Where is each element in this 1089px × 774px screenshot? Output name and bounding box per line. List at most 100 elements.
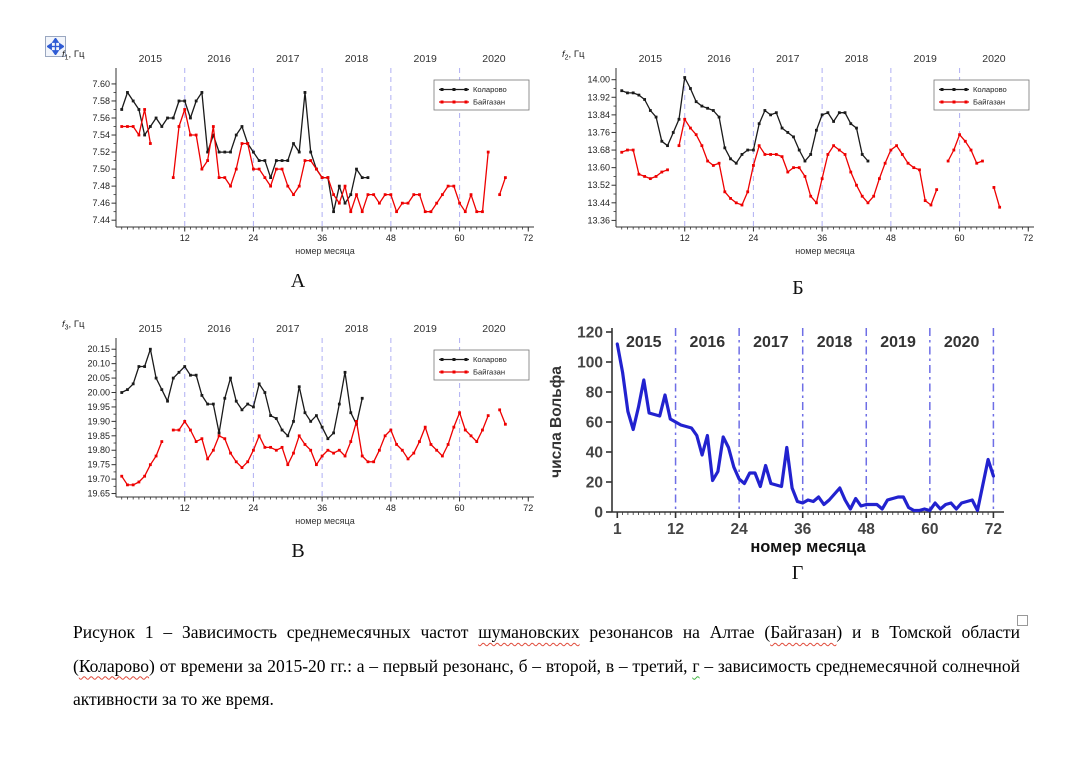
chart-g-solar-activity[interactable]: 0 20 40 60 80 100 120 1 12 24 36 48 60 72 2015 2016 2017…	[545, 318, 1050, 573]
svg-text:2015: 2015	[139, 323, 163, 335]
panel-label-g: Г	[791, 562, 804, 584]
svg-text:12: 12	[680, 233, 690, 243]
svg-text:72: 72	[1023, 233, 1033, 243]
svg-text:7.50: 7.50	[92, 164, 110, 174]
svg-text:72: 72	[523, 233, 533, 243]
svg-text:2020: 2020	[982, 53, 1006, 65]
svg-text:2018: 2018	[845, 53, 869, 65]
svg-text:24: 24	[748, 233, 758, 243]
svg-text:2020: 2020	[944, 334, 980, 351]
svg-text:19.80: 19.80	[87, 445, 110, 455]
svg-text:2016: 2016	[690, 334, 726, 351]
svg-text:19.75: 19.75	[87, 460, 110, 470]
svg-text:2016: 2016	[207, 323, 231, 335]
svg-text:48: 48	[386, 503, 396, 513]
svg-text:номер месяца: номер месяца	[295, 516, 354, 526]
svg-text:2015: 2015	[139, 53, 163, 65]
svg-text:2016: 2016	[207, 53, 231, 65]
svg-text:номер месяца: номер месяца	[295, 246, 354, 256]
svg-text:2018: 2018	[345, 323, 369, 335]
svg-text:Байгазан: Байгазан	[973, 98, 1005, 107]
chart-b-second-resonance[interactable]: 13.36 13.44 13.52 13.60 13.68 13.76 13.84 13.92…	[552, 42, 1044, 269]
anchor-marker	[1017, 615, 1028, 626]
svg-text:f2, Гц: f2, Гц	[562, 49, 585, 61]
panel-label-b: Б	[792, 277, 804, 299]
svg-text:Байгазан: Байгазан	[473, 98, 505, 107]
svg-text:20.05: 20.05	[87, 373, 110, 383]
svg-text:f1, Гц: f1, Гц	[62, 49, 85, 61]
svg-text:80: 80	[586, 385, 603, 402]
svg-text:48: 48	[886, 233, 896, 243]
svg-text:24: 24	[731, 521, 749, 538]
svg-text:24: 24	[248, 233, 258, 243]
svg-text:13.68: 13.68	[587, 145, 610, 155]
svg-text:40: 40	[586, 445, 603, 462]
svg-text:20.15: 20.15	[87, 344, 110, 354]
svg-text:2019: 2019	[414, 53, 438, 65]
svg-text:Коларово: Коларово	[973, 85, 1007, 94]
svg-text:36: 36	[817, 233, 827, 243]
svg-text:19.65: 19.65	[87, 489, 110, 499]
svg-text:13.44: 13.44	[587, 198, 610, 208]
svg-text:2018: 2018	[817, 334, 853, 351]
panel-label-v: В	[291, 540, 305, 562]
svg-text:72: 72	[523, 503, 533, 513]
svg-text:14.00: 14.00	[587, 75, 610, 85]
chart-a-first-resonance[interactable]: 7.44 7.46 7.48 7.50 7.52 7.54 7.56 7.58 7.60 12 24…	[52, 42, 544, 269]
svg-text:19.90: 19.90	[87, 416, 110, 426]
svg-text:2019: 2019	[414, 323, 438, 335]
svg-text:13.36: 13.36	[587, 215, 610, 225]
svg-text:72: 72	[985, 521, 1002, 538]
panel-label-a: А	[290, 270, 306, 292]
svg-text:1: 1	[613, 521, 622, 538]
svg-text:f3, Гц: f3, Гц	[62, 319, 85, 331]
svg-text:7.54: 7.54	[92, 130, 110, 140]
svg-text:2017: 2017	[776, 53, 800, 65]
svg-text:Коларово: Коларово	[473, 85, 507, 94]
svg-text:2015: 2015	[626, 334, 662, 351]
svg-text:2017: 2017	[276, 323, 300, 335]
chart-v-third-resonance[interactable]: 19.65 19.70 19.75 19.80 19.85 19.90 19.95 20.00…	[52, 312, 544, 539]
svg-text:7.48: 7.48	[92, 181, 110, 191]
svg-text:60: 60	[955, 233, 965, 243]
svg-text:7.60: 7.60	[92, 79, 110, 89]
svg-text:60: 60	[586, 415, 603, 432]
move-arrows-icon	[47, 38, 64, 55]
svg-text:60: 60	[455, 233, 465, 243]
svg-text:2017: 2017	[276, 53, 300, 65]
svg-text:19.85: 19.85	[87, 431, 110, 441]
svg-text:60: 60	[921, 521, 938, 538]
svg-text:13.60: 13.60	[587, 163, 610, 173]
svg-text:100: 100	[577, 355, 603, 372]
svg-text:13.92: 13.92	[587, 92, 610, 102]
svg-text:12: 12	[180, 233, 190, 243]
move-object-handle[interactable]	[45, 36, 66, 57]
svg-text:60: 60	[455, 503, 465, 513]
figure-caption: Рисунок 1 – Зависимость среднемесячных ч…	[73, 622, 1021, 710]
svg-text:20.00: 20.00	[87, 388, 110, 398]
svg-text:числа Вольфа: числа Вольфа	[548, 366, 565, 478]
svg-text:2018: 2018	[345, 53, 369, 65]
svg-text:20.10: 20.10	[87, 359, 110, 369]
svg-text:48: 48	[858, 521, 876, 538]
svg-text:12: 12	[180, 503, 190, 513]
svg-text:13.84: 13.84	[587, 110, 610, 120]
svg-text:13.76: 13.76	[587, 127, 610, 137]
svg-text:36: 36	[794, 521, 812, 538]
svg-text:Коларово: Коларово	[473, 355, 507, 364]
svg-text:2020: 2020	[482, 53, 506, 65]
svg-text:19.95: 19.95	[87, 402, 110, 412]
svg-text:7.56: 7.56	[92, 113, 110, 123]
svg-text:2017: 2017	[753, 334, 789, 351]
svg-text:2020: 2020	[482, 323, 506, 335]
svg-text:20: 20	[586, 475, 603, 492]
svg-text:24: 24	[248, 503, 258, 513]
svg-text:48: 48	[386, 233, 396, 243]
svg-text:7.46: 7.46	[92, 198, 110, 208]
svg-text:0: 0	[594, 505, 603, 522]
svg-text:2016: 2016	[707, 53, 731, 65]
svg-text:2019: 2019	[880, 334, 916, 351]
svg-text:120: 120	[577, 325, 603, 342]
svg-text:7.44: 7.44	[92, 215, 110, 225]
